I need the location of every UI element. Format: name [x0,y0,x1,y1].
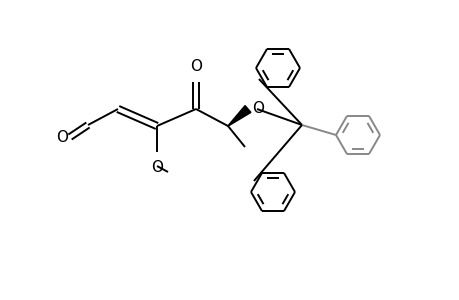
Polygon shape [227,106,250,126]
Text: O: O [151,160,162,175]
Text: O: O [190,59,202,74]
Text: methyl: methyl [168,175,174,176]
Text: O: O [252,100,263,116]
Text: O: O [56,130,68,145]
